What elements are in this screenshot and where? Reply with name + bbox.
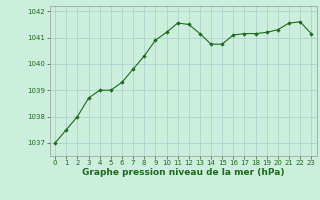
X-axis label: Graphe pression niveau de la mer (hPa): Graphe pression niveau de la mer (hPa) (82, 168, 284, 177)
